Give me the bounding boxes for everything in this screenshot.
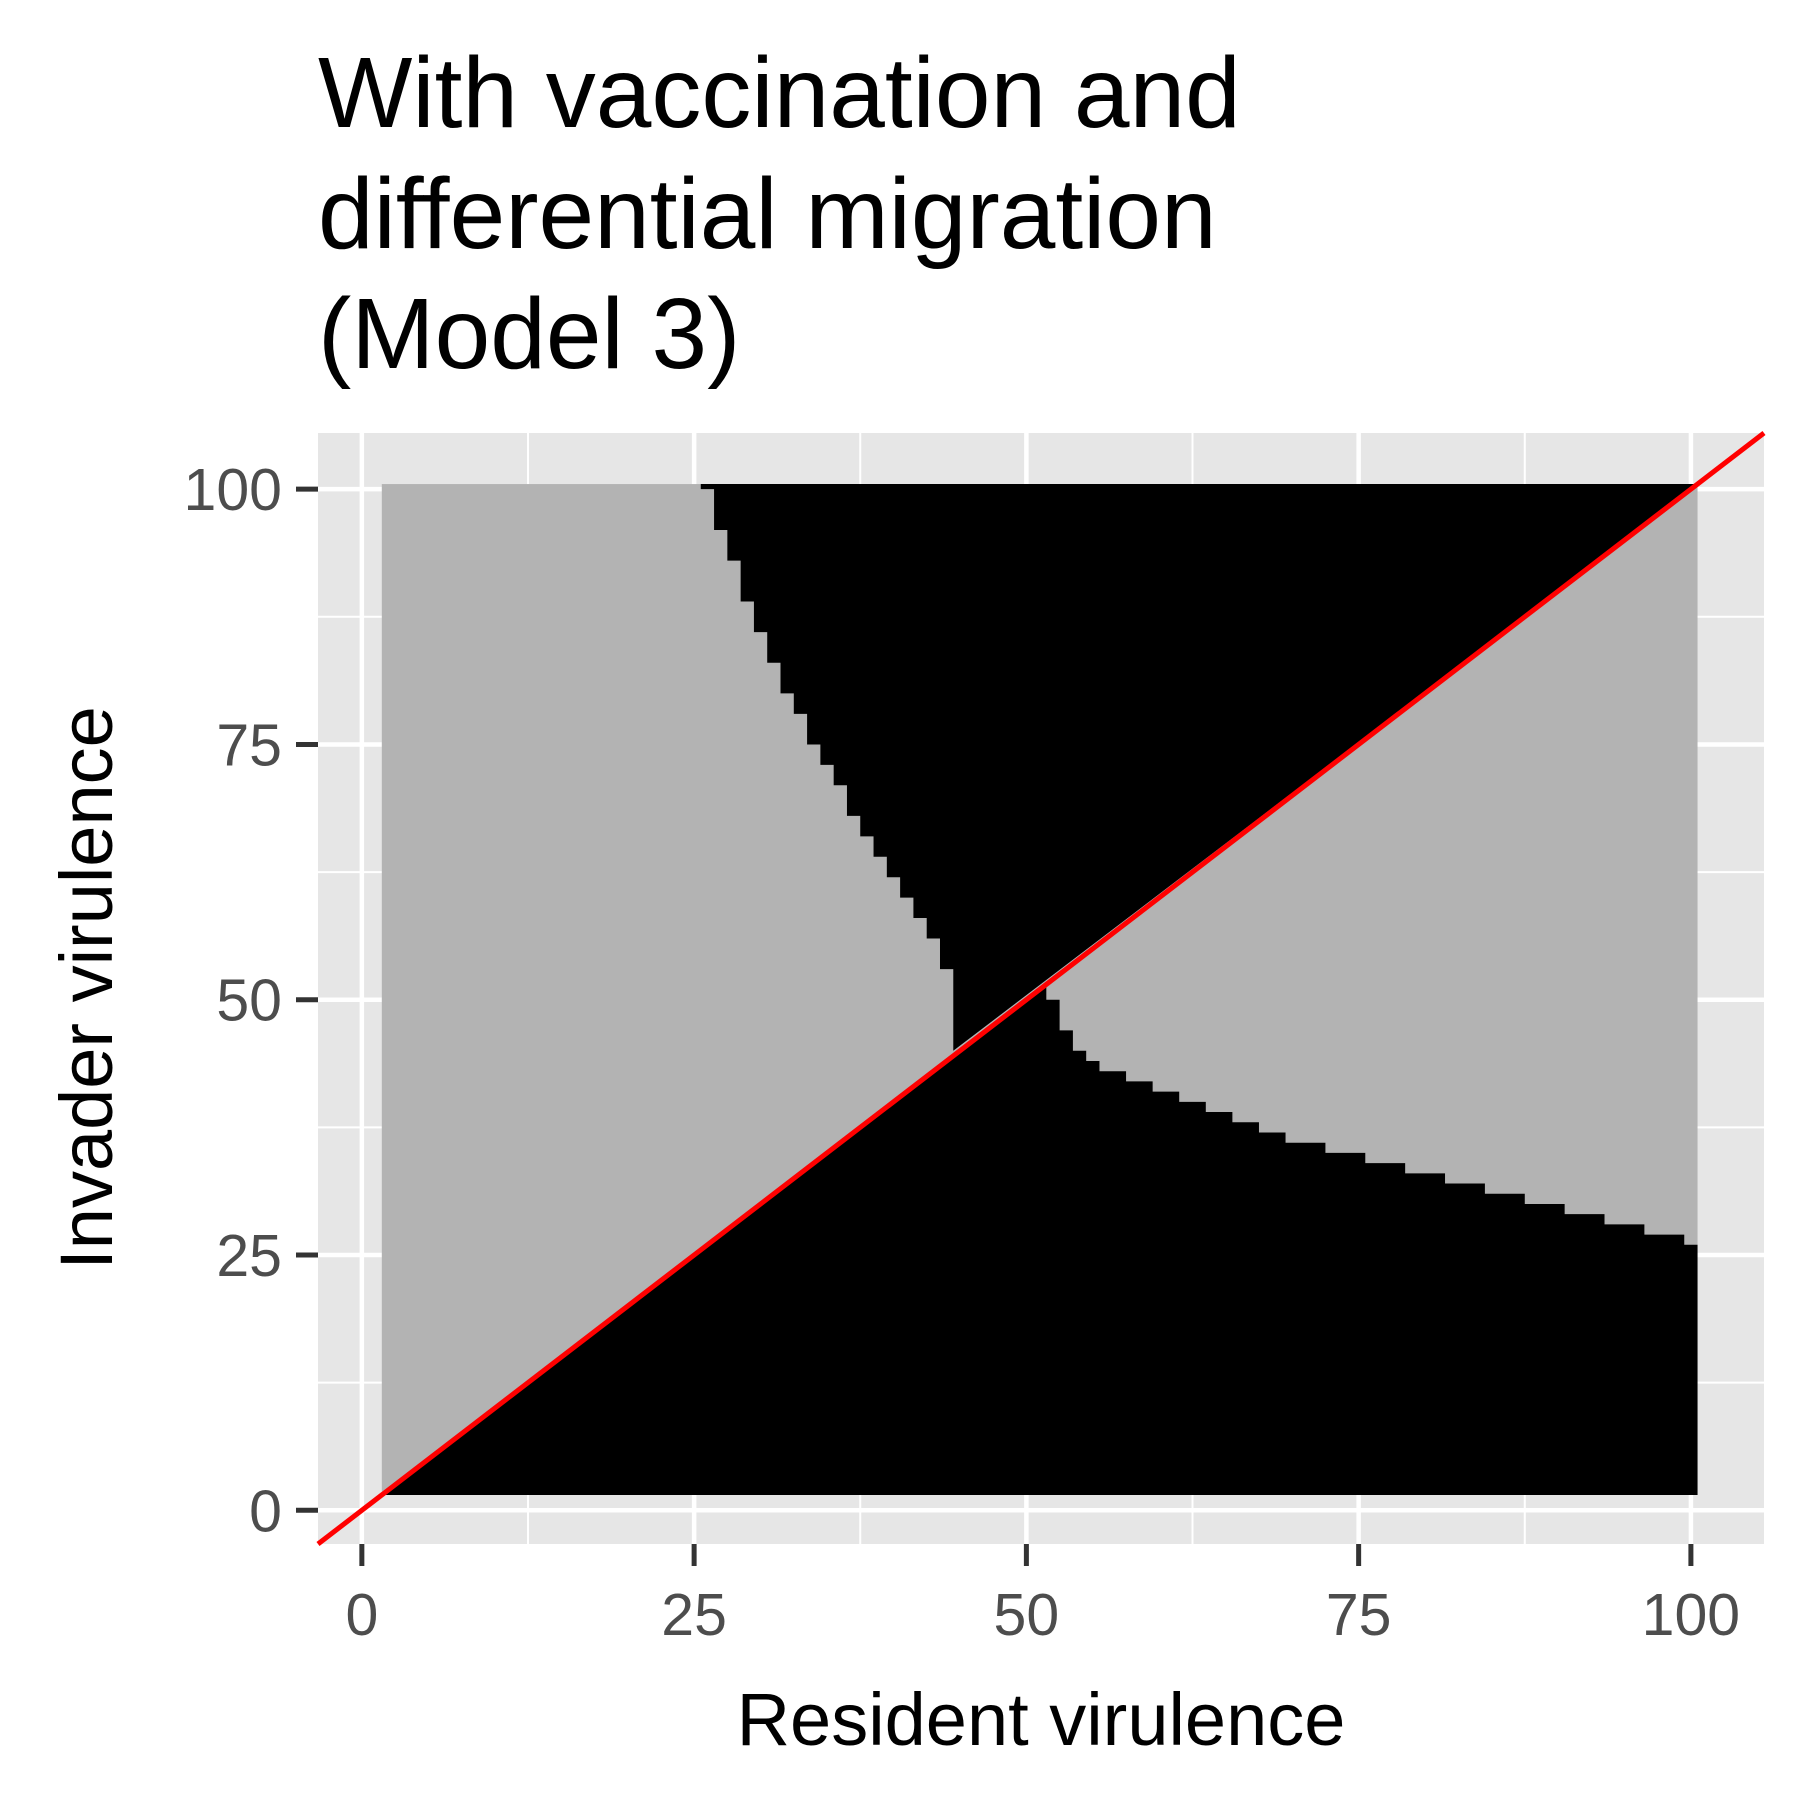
x-tick-label: 75 — [1326, 1582, 1392, 1648]
y-tick-labels: 0 25 50 75 100 — [184, 457, 282, 1544]
x-tick-labels: 0 25 50 75 100 — [345, 1582, 1740, 1648]
x-tick-label: 0 — [345, 1582, 378, 1648]
x-tick-label: 50 — [994, 1582, 1060, 1648]
x-tick-label: 25 — [661, 1582, 727, 1648]
y-tick-label: 0 — [249, 1478, 282, 1544]
diagonal-line — [316, 431, 1766, 1546]
axis-ticks — [296, 486, 1694, 1566]
y-tick-label: 100 — [184, 457, 282, 523]
diagonal-line-group — [316, 431, 1766, 1546]
x-tick-label: 100 — [1642, 1582, 1740, 1648]
x-axis-title: Resident virulence — [737, 1678, 1346, 1761]
heatmap-upper-region — [700, 484, 1698, 1051]
chart-title-line-3: (Model 3) — [318, 278, 740, 390]
y-tick-label: 50 — [216, 968, 282, 1034]
y-tick-label: 25 — [216, 1223, 282, 1289]
y-tick-label: 75 — [216, 712, 282, 778]
heatmap-lower-region — [381, 984, 1698, 1495]
chart-title-line-1: With vaccination and — [318, 37, 1241, 149]
y-axis-title: Invader virulence — [45, 706, 128, 1270]
chart-title-line-2: differential migration — [318, 158, 1217, 270]
